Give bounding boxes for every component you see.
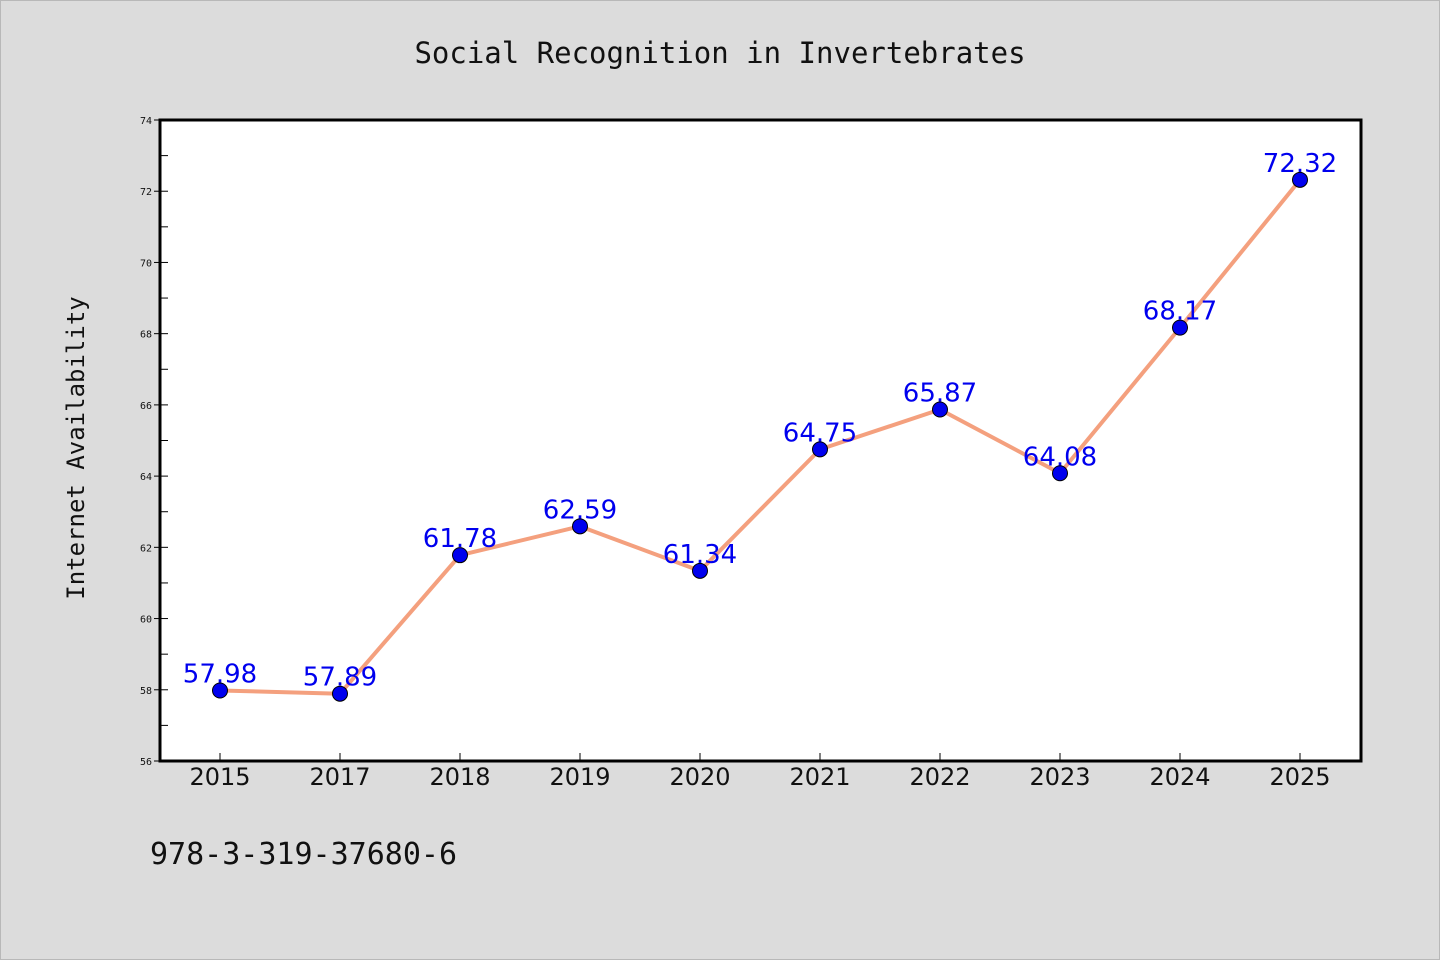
footer-note: 978-3-319-37680-6 [150,837,457,872]
x-tick-label: 2024 [1149,763,1210,791]
data-point [452,547,468,564]
data-point [1292,171,1308,188]
data-point [212,682,228,699]
data-label: 62.59 [543,495,617,525]
data-point [932,401,948,418]
data-label: 64.08 [1023,442,1097,472]
series-line [218,177,1302,696]
y-tick-label: 62 [140,543,152,554]
data-labels: 57.98 57.89 61.78 62.59 61.34 64.75 65.87 64.08… [183,149,1337,693]
y-tick-label: 66 [140,401,152,412]
data-label: 57.89 [303,663,377,693]
x-tick-label: 2019 [549,763,610,791]
data-label: 61.34 [663,540,737,570]
x-tick-label: 2022 [909,763,970,791]
series-layer [212,171,1308,702]
data-point [692,562,708,579]
y-tick-label: 64 [140,472,152,483]
x-tick-label: 2025 [1269,763,1330,791]
data-label: 65.87 [903,379,977,409]
chart-title: Social Recognition in Invertebrates [414,36,1025,70]
data-point [812,441,828,458]
data-point [572,518,588,535]
data-label: 57.98 [183,659,257,689]
y-axis-title: Internet Availability [62,296,90,599]
x-tick-label: 2015 [189,763,250,791]
data-label: 61.78 [423,524,497,554]
data-point [332,685,348,702]
y-tick-label: 58 [140,686,152,697]
x-tick-label: 2023 [1029,763,1090,791]
x-tick-label: 2017 [309,763,370,791]
x-axis: 2015 2017 2018 2019 2020 2021 2022 2023 2024 2025 [189,753,1331,791]
y-tick-label: 72 [140,187,152,198]
y-axis: 56 58 60 62 64 66 68 70 72 74 [140,116,168,768]
y-tick-label: 60 [140,615,152,626]
x-tick-label: 2020 [669,763,730,791]
data-label: 68.17 [1143,297,1217,327]
data-label: 64.75 [783,418,857,448]
data-label: 72.32 [1263,149,1337,179]
y-tick-label: 70 [140,258,152,269]
y-tick-label: 74 [140,116,152,127]
plot-area [158,118,1363,763]
y-tick-label: 56 [140,757,152,768]
x-tick-label: 2018 [429,763,490,791]
y-tick-label: 68 [140,330,152,341]
data-point [1172,319,1188,336]
data-point [1052,465,1068,482]
x-tick-label: 2021 [789,763,850,791]
